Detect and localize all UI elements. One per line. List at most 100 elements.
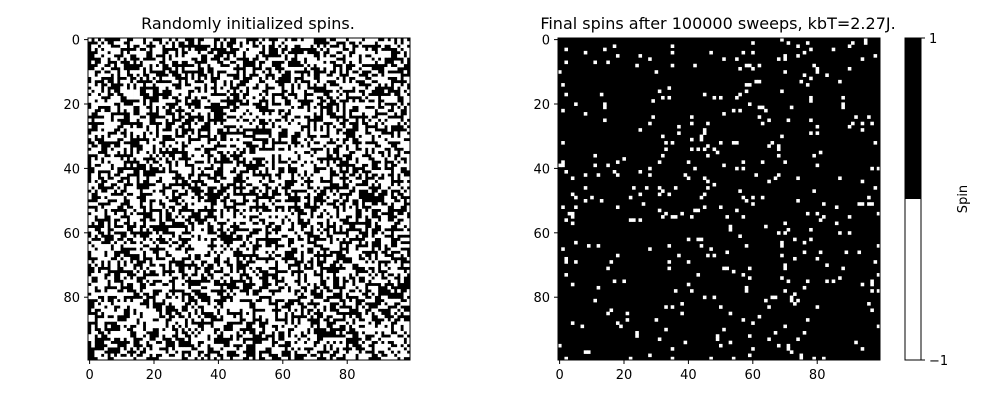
spin-cell (303, 350, 308, 354)
spin-cell (149, 179, 153, 184)
spin-cell (377, 324, 382, 329)
spin-cell (210, 334, 214, 338)
spin-cell (300, 289, 305, 293)
spin-cell (281, 163, 285, 168)
spin-cell (393, 253, 398, 258)
spin-cell (191, 337, 195, 342)
spin-cell (200, 253, 205, 258)
spin-cell (149, 279, 153, 284)
spin-cell (335, 218, 340, 222)
spin-cell (245, 308, 250, 313)
spin-cell (323, 153, 327, 158)
spin-cell (100, 305, 105, 309)
spin-cell (313, 314, 317, 319)
spin-cell (136, 311, 140, 316)
spin-cell (94, 147, 99, 152)
spin-cell (213, 182, 218, 187)
spin-cell (290, 186, 295, 190)
spin-cell (342, 263, 346, 267)
spin-cell (152, 192, 156, 197)
spin-cell (358, 199, 363, 203)
spin-cell (345, 205, 350, 210)
spin-cell (100, 250, 105, 255)
spin-cell (162, 234, 166, 238)
spin-cell (197, 153, 202, 158)
spin-cell (239, 356, 243, 361)
spin-cell (265, 324, 269, 329)
spin-cell (345, 276, 350, 280)
spin-cell (265, 79, 269, 84)
spin-cell (361, 211, 366, 216)
spin-cell (387, 195, 392, 200)
spin-cell (91, 273, 95, 277)
spin-cell (274, 337, 279, 342)
spin-cell (381, 205, 385, 210)
spin-cell (245, 279, 250, 284)
spin-cell (242, 302, 247, 306)
spin-cell (397, 311, 401, 316)
spin-cell (149, 89, 153, 94)
spin-cell (100, 279, 105, 284)
spin-cell (104, 347, 108, 351)
spin-cell (129, 318, 134, 322)
spin-cell (403, 153, 408, 158)
spin-cell (306, 343, 311, 348)
spin-cell (274, 182, 279, 187)
spin-cell (181, 302, 185, 306)
spin-cell (268, 321, 272, 325)
spin-cell (319, 50, 324, 55)
spin-cell (88, 186, 92, 190)
spin-cell (323, 211, 327, 216)
spin-cell (368, 86, 372, 90)
spin-cell (94, 170, 99, 174)
spin-cell (158, 63, 163, 68)
spin-cell (326, 273, 330, 277)
spin-cell (113, 124, 118, 129)
spin-cell (258, 240, 263, 245)
spin-cell (342, 150, 346, 155)
spin-cell (129, 179, 134, 184)
spin-cell (136, 199, 140, 203)
spin-cell (171, 134, 176, 139)
spin-cell (303, 41, 308, 45)
spin-cell (145, 247, 150, 251)
spin-cell (149, 311, 153, 316)
spin-cell (361, 128, 366, 132)
spin-cell (406, 105, 411, 110)
spin-cell (136, 314, 140, 319)
spin-cell (245, 131, 250, 135)
spin-cell (306, 41, 311, 45)
spin-cell (261, 215, 266, 219)
spin-cell (281, 179, 285, 184)
spin-cell (371, 112, 375, 116)
spin-cell (371, 108, 375, 113)
spin-cell (94, 66, 99, 71)
spin-cell (236, 170, 240, 174)
spin-cell (268, 337, 272, 342)
spin-cell (355, 63, 359, 68)
spin-cell (200, 289, 205, 293)
spin-cell (274, 150, 279, 155)
spin-cell (258, 253, 263, 258)
spin-cell (97, 247, 102, 251)
spin-cell (210, 41, 214, 45)
spin-cell (381, 295, 385, 300)
spin-cell (368, 331, 372, 335)
spin-cell (381, 327, 385, 332)
spin-cell (91, 102, 95, 106)
spin-cell (361, 308, 366, 313)
spin-cell (94, 295, 99, 300)
spin-cell (313, 153, 317, 158)
spin-cell (268, 311, 272, 316)
spin-cell (252, 79, 256, 84)
spin-cell (162, 244, 166, 248)
spin-cell (290, 244, 295, 248)
spin-cell (145, 308, 150, 313)
spin-cell (381, 83, 385, 87)
spin-cell (799, 79, 804, 84)
spin-cell (316, 179, 321, 184)
spin-cell (213, 50, 218, 55)
spin-cell (94, 38, 99, 42)
spin-cell (191, 121, 195, 126)
spin-cell (152, 340, 156, 345)
